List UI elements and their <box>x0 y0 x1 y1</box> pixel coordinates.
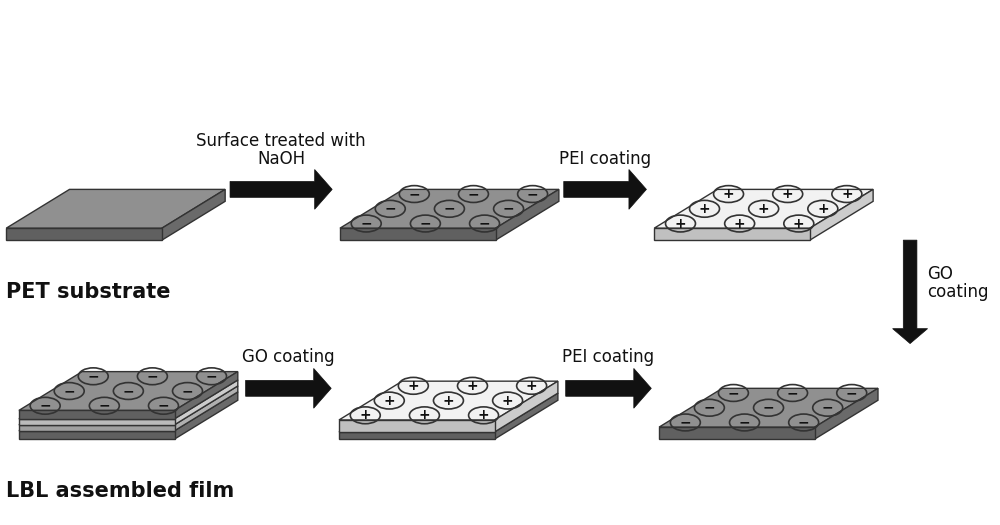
Polygon shape <box>654 228 810 240</box>
Polygon shape <box>810 190 873 240</box>
Polygon shape <box>339 420 495 432</box>
Text: +: + <box>793 216 805 230</box>
Text: GO coating: GO coating <box>242 349 335 366</box>
Text: −: − <box>822 401 834 415</box>
Text: +: + <box>699 202 710 216</box>
Text: +: + <box>526 379 537 393</box>
Polygon shape <box>659 427 815 439</box>
Text: +: + <box>675 216 686 230</box>
Text: −: − <box>360 216 372 230</box>
Text: −: − <box>408 187 420 201</box>
Text: −: − <box>728 386 739 400</box>
Text: −: − <box>384 202 396 216</box>
Polygon shape <box>566 369 651 408</box>
Text: −: − <box>206 369 217 383</box>
Polygon shape <box>19 411 175 419</box>
Polygon shape <box>496 190 559 240</box>
Text: PEI coating: PEI coating <box>559 150 651 167</box>
Text: −: − <box>680 415 691 429</box>
Text: −: − <box>527 187 538 201</box>
Text: −: − <box>846 386 858 400</box>
Polygon shape <box>19 419 175 425</box>
Text: LBL assembled film: LBL assembled film <box>6 481 235 501</box>
Polygon shape <box>175 386 238 430</box>
Text: −: − <box>158 399 169 413</box>
Text: +: + <box>359 408 371 422</box>
Text: +: + <box>408 379 419 393</box>
Polygon shape <box>6 190 225 228</box>
Text: +: + <box>817 202 829 216</box>
Text: +: + <box>383 394 395 407</box>
Text: −: − <box>123 384 134 398</box>
Polygon shape <box>6 228 162 240</box>
Text: +: + <box>841 187 853 201</box>
Polygon shape <box>340 190 559 228</box>
Text: coating: coating <box>928 283 989 301</box>
Polygon shape <box>175 372 238 419</box>
Text: NaOH: NaOH <box>257 150 305 167</box>
Text: −: − <box>87 369 99 383</box>
Text: +: + <box>443 394 454 407</box>
Polygon shape <box>339 432 495 439</box>
Text: Surface treated with: Surface treated with <box>196 132 366 150</box>
Text: +: + <box>502 394 513 407</box>
Polygon shape <box>815 388 878 439</box>
Text: +: + <box>478 408 489 422</box>
Text: −: − <box>63 384 75 398</box>
Text: −: − <box>479 216 490 230</box>
Text: +: + <box>734 216 745 230</box>
Text: +: + <box>723 187 734 201</box>
Text: +: + <box>758 202 769 216</box>
Polygon shape <box>654 190 873 228</box>
Polygon shape <box>175 392 238 439</box>
Text: −: − <box>503 202 514 216</box>
Polygon shape <box>893 240 928 343</box>
Polygon shape <box>19 425 175 430</box>
Polygon shape <box>495 381 558 432</box>
Polygon shape <box>230 170 332 209</box>
Text: −: − <box>420 216 431 230</box>
Polygon shape <box>19 430 175 439</box>
Text: −: − <box>704 401 715 415</box>
Text: −: − <box>182 384 193 398</box>
Polygon shape <box>19 380 238 419</box>
Text: −: − <box>739 415 750 429</box>
Polygon shape <box>162 190 225 240</box>
Polygon shape <box>659 388 878 427</box>
Text: −: − <box>147 369 158 383</box>
Text: −: − <box>798 415 809 429</box>
Text: PEI coating: PEI coating <box>562 349 655 366</box>
Polygon shape <box>495 393 558 439</box>
Text: −: − <box>787 386 798 400</box>
Polygon shape <box>340 228 496 240</box>
Polygon shape <box>564 170 646 209</box>
Polygon shape <box>19 372 238 411</box>
Text: GO: GO <box>928 265 953 283</box>
Polygon shape <box>175 380 238 425</box>
Text: −: − <box>39 399 51 413</box>
Polygon shape <box>19 386 238 425</box>
Polygon shape <box>246 369 331 408</box>
Polygon shape <box>339 381 558 420</box>
Text: PET substrate: PET substrate <box>6 282 171 302</box>
Text: +: + <box>419 408 430 422</box>
Text: −: − <box>468 187 479 201</box>
Polygon shape <box>19 392 238 430</box>
Text: −: − <box>444 202 455 216</box>
Text: +: + <box>467 379 478 393</box>
Text: +: + <box>782 187 794 201</box>
Text: −: − <box>99 399 110 413</box>
Polygon shape <box>339 393 558 432</box>
Text: −: − <box>763 401 774 415</box>
